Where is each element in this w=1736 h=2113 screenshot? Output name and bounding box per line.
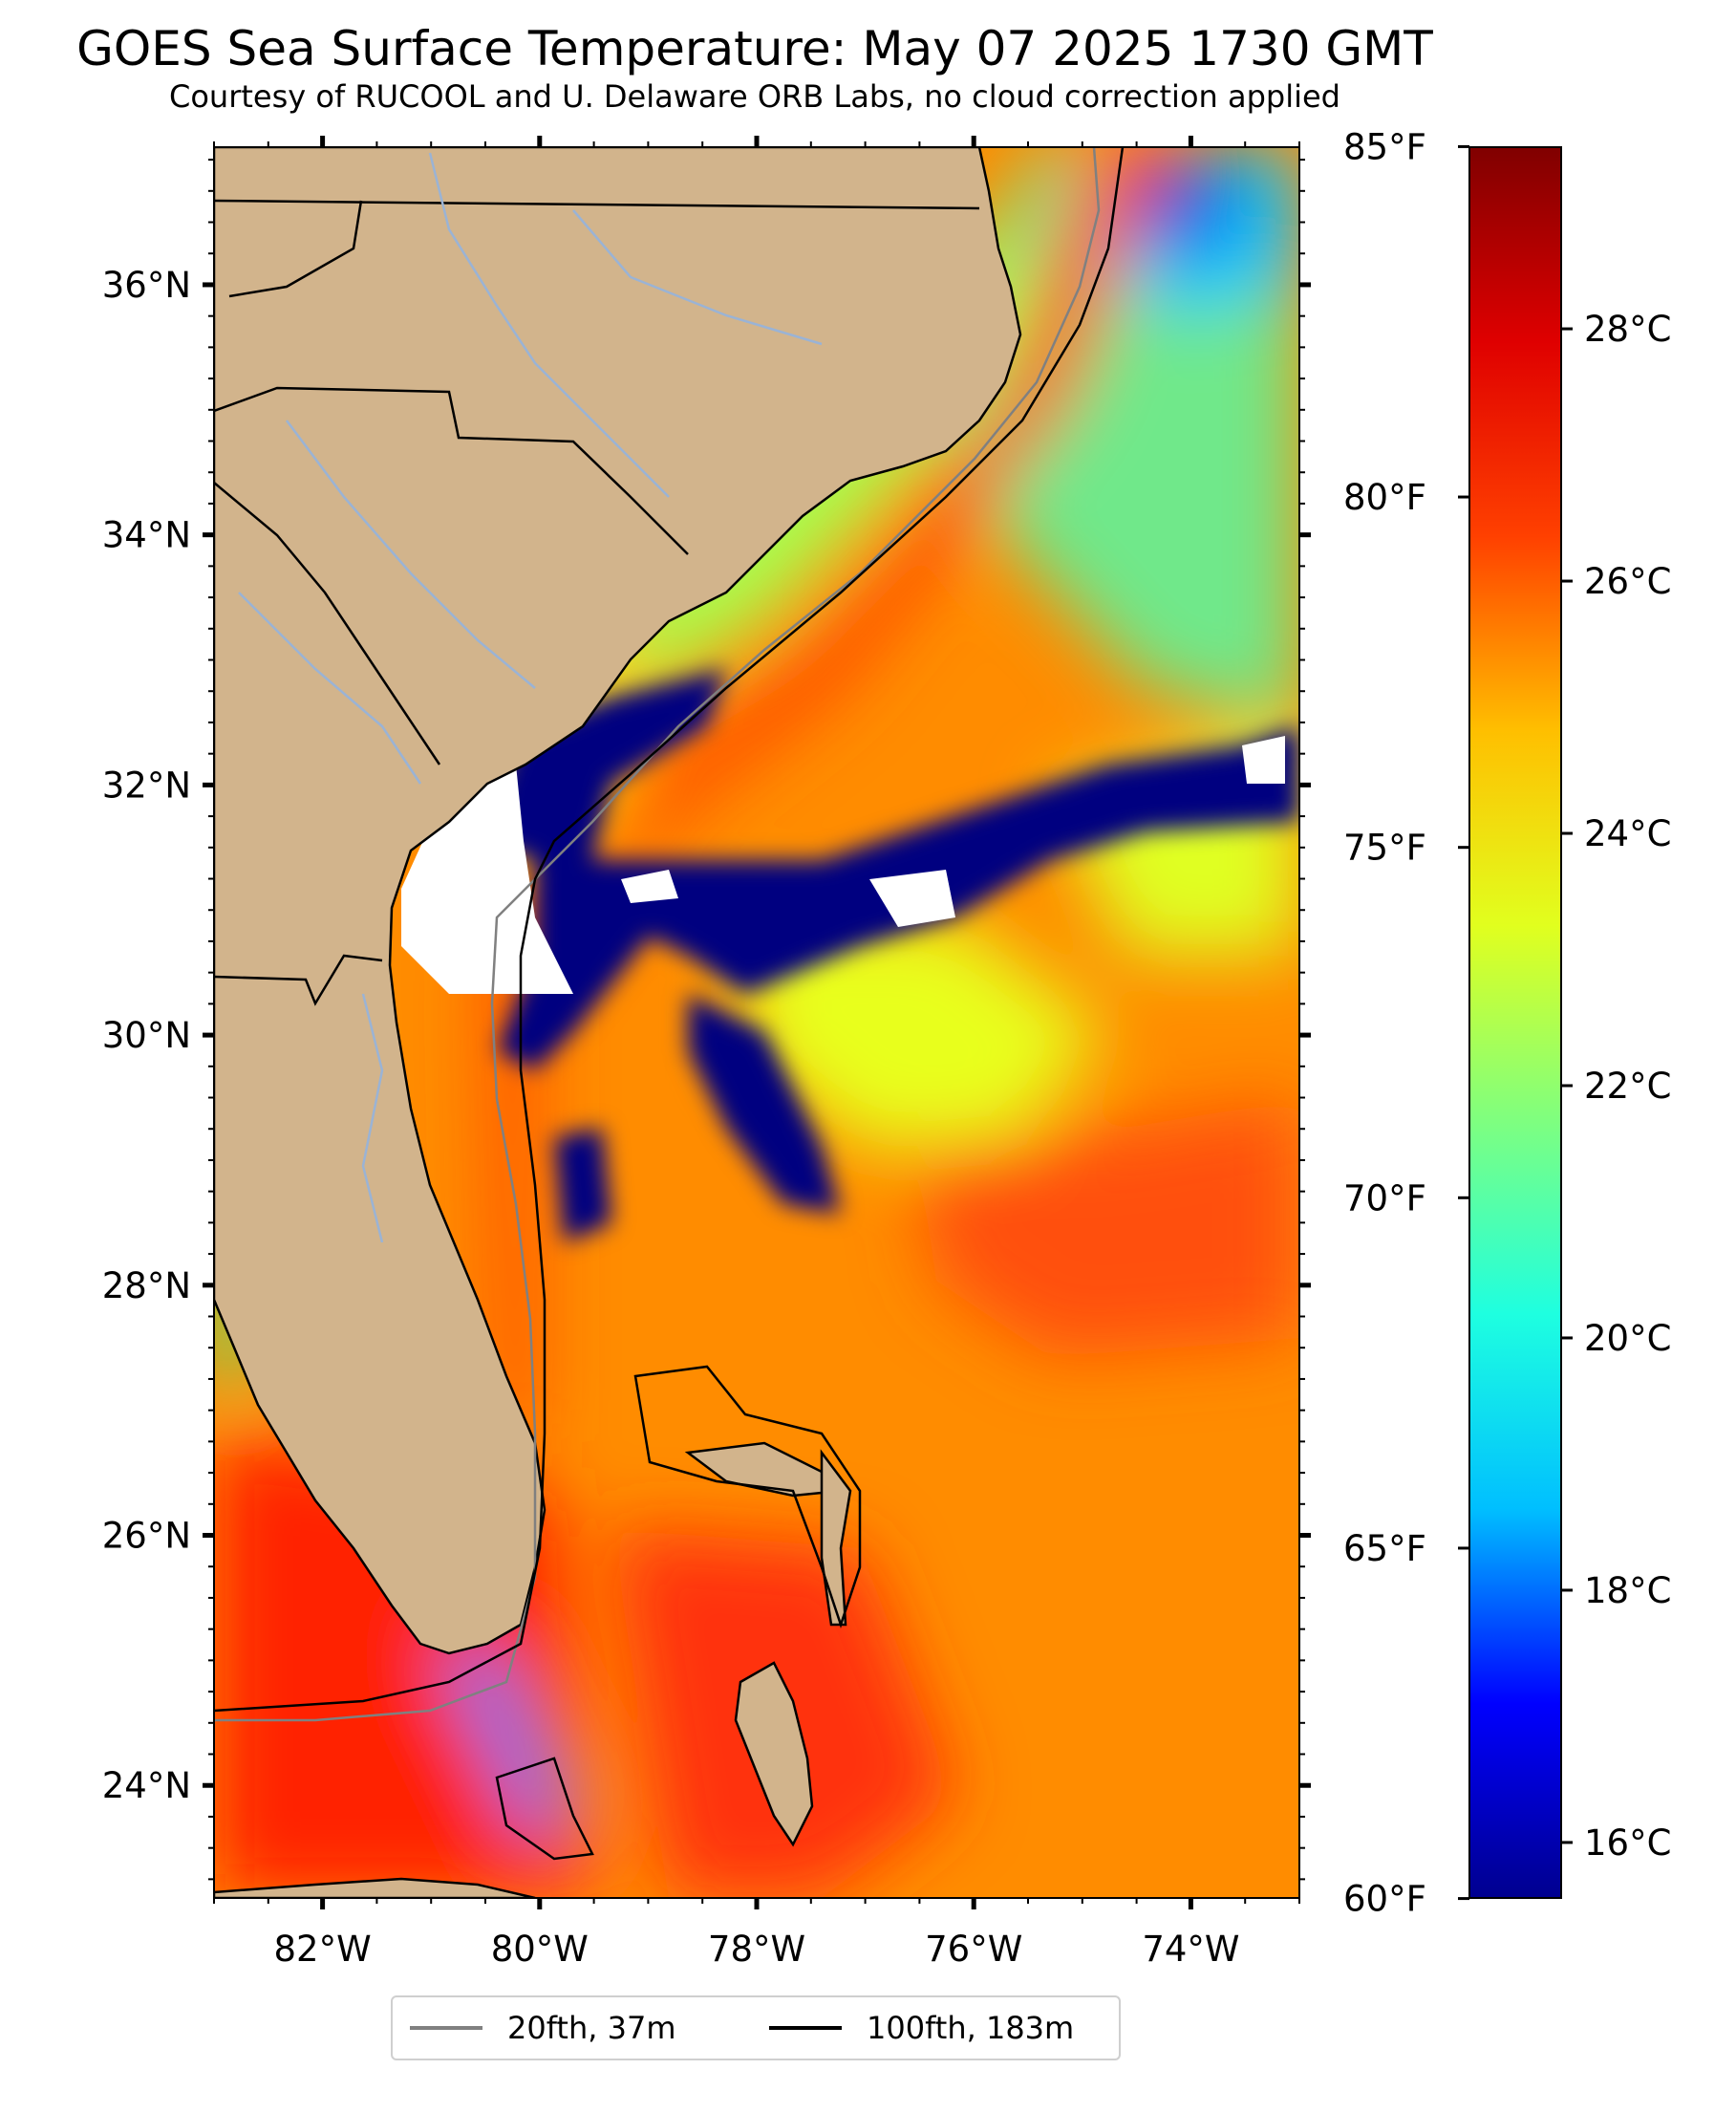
colorbar-f-label: 60°F	[1343, 1879, 1426, 1920]
no-data-patch-1	[869, 870, 955, 927]
legend-label-100fth: 100fth, 183m	[867, 2010, 1075, 2046]
lat-tick-label: 32°N	[102, 765, 191, 806]
legend: 20fth, 37m 100fth, 183m	[391, 1995, 1121, 2060]
lat-tick-label: 26°N	[102, 1516, 191, 1557]
legend-item-20fth: 20fth, 37m	[410, 1997, 675, 2059]
colorbar	[1468, 146, 1562, 1899]
border-nc-west	[228, 200, 363, 298]
legend-line-100fth	[769, 2026, 842, 2030]
lon-tick-label: 78°W	[708, 1929, 805, 1970]
colorbar-f-label: 65°F	[1343, 1528, 1426, 1569]
colorbar-f-label: 85°F	[1343, 126, 1426, 167]
gulf-stream-core	[487, 147, 1166, 1434]
cloud-patch-coast	[554, 1128, 611, 1242]
warm-eddy-east	[917, 1099, 1299, 1357]
river-3	[238, 592, 422, 785]
border-ga-fl	[214, 954, 383, 1006]
colorbar-c-label: 24°C	[1584, 813, 1671, 854]
figure-subtitle: Courtesy of RUCOOL and U. Delaware ORB L…	[169, 78, 1340, 115]
no-data-patch-3	[1242, 736, 1285, 784]
rivers	[238, 152, 823, 1243]
lon-tick-label: 82°W	[274, 1929, 372, 1970]
river-5	[361, 993, 384, 1243]
isobath-cay-sal-path	[495, 1757, 594, 1861]
lat-tick-label: 24°N	[102, 1765, 191, 1806]
latitude-labels: 36°N 34°N 32°N 30°N 28°N 26°N 24°N	[102, 265, 191, 1806]
river-1	[428, 152, 670, 498]
longitude-labels: 82°W 80°W 78°W 76°W 74°W	[274, 1929, 1240, 1970]
map-tick-marks	[203, 136, 1311, 1909]
lon-tick-label: 76°W	[925, 1929, 1022, 1970]
border-sc-ga	[214, 482, 441, 765]
cloud-mask	[478, 669, 1299, 1242]
land-andros-island	[734, 1661, 814, 1847]
lat-tick-label: 36°N	[102, 265, 191, 306]
cloud-band-south	[688, 994, 841, 1214]
colorbar-fahrenheit-labels: 85°F 80°F 75°F 70°F 65°F 60°F	[1343, 126, 1426, 1919]
river-4	[572, 209, 823, 346]
lat-tick-label: 28°N	[102, 1265, 191, 1306]
isobath-bahamas-path	[633, 1365, 862, 1628]
legend-item-100fth: 100fth, 183m	[769, 1997, 1074, 2059]
yellow-band-mid	[745, 917, 1108, 1147]
land-abaco	[820, 1449, 852, 1627]
cloud-band-main	[478, 669, 1299, 1070]
isobaths	[214, 147, 1125, 1861]
colorbar-c-label: 16°C	[1584, 1822, 1671, 1864]
figure-title: GOES Sea Surface Temperature: May 07 202…	[76, 21, 1433, 76]
sst-map-area	[214, 147, 1299, 1898]
colorbar-ticks	[1458, 144, 1573, 1901]
land	[214, 147, 1022, 1898]
colorbar-f-label: 75°F	[1343, 828, 1426, 869]
colorbar-c-label: 28°C	[1584, 309, 1671, 350]
colorbar-c-label: 18°C	[1584, 1570, 1671, 1611]
border-nc-sc	[214, 386, 689, 555]
legend-label-20fth: 20fth, 37m	[507, 2010, 676, 2046]
colorbar-gradient	[1468, 146, 1562, 1899]
state-borders	[214, 199, 980, 1006]
colorbar-c-label: 20°C	[1584, 1318, 1671, 1359]
border-va-nc	[214, 199, 980, 210]
lon-tick-label: 74°W	[1142, 1929, 1239, 1970]
colorbar-celsius-labels: 28°C 26°C 24°C 22°C 20°C 18°C 16°C	[1584, 309, 1671, 1864]
isobath-100fth-path	[214, 147, 1125, 1713]
legend-line-20fth	[410, 2026, 482, 2030]
land-mainland	[214, 147, 1022, 1655]
colorbar-c-label: 26°C	[1584, 561, 1671, 602]
river-2	[286, 420, 536, 689]
no-data-patch-2	[621, 870, 678, 903]
land-cuba	[214, 1877, 536, 1898]
lat-tick-label: 34°N	[102, 515, 191, 556]
lat-tick-label: 30°N	[102, 1015, 191, 1056]
lon-tick-label: 80°W	[491, 1929, 589, 1970]
colorbar-c-label: 22°C	[1584, 1066, 1671, 1107]
colorbar-f-label: 80°F	[1343, 477, 1426, 518]
colorbar-f-label: 70°F	[1343, 1177, 1426, 1218]
